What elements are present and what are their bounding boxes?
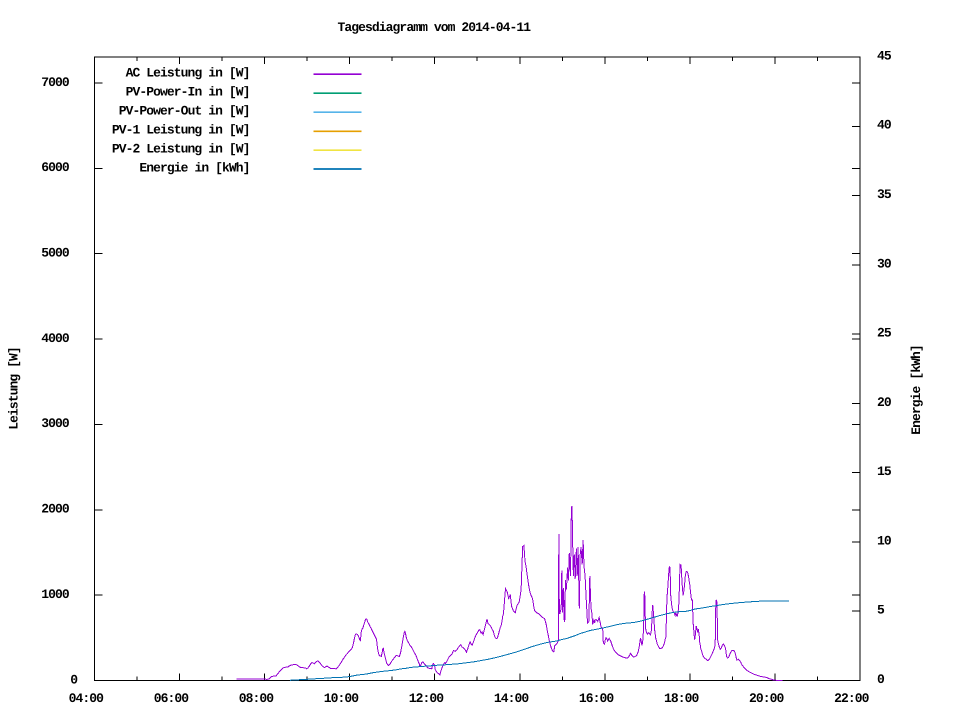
svg-text:0: 0 [877,672,885,687]
svg-text:12:00: 12:00 [409,691,445,706]
svg-text:Tagesdiagramm vom 2014-04-11: Tagesdiagramm vom 2014-04-11 [338,20,532,35]
svg-text:PV-Power-In in [W]: PV-Power-In in [W] [126,85,250,100]
svg-text:04:00: 04:00 [69,691,105,706]
svg-text:40: 40 [877,118,892,133]
svg-text:Leistung [W]: Leistung [W] [7,347,22,430]
svg-text:Energie [kWh]: Energie [kWh] [909,345,924,434]
svg-text:20:00: 20:00 [749,691,785,706]
svg-text:AC Leistung in [W]: AC Leistung in [W] [126,66,250,81]
svg-text:5000: 5000 [41,246,70,261]
svg-text:4000: 4000 [41,331,70,346]
svg-text:3000: 3000 [41,416,70,431]
svg-text:5: 5 [877,603,885,618]
svg-text:16:00: 16:00 [579,691,615,706]
svg-text:7000: 7000 [41,75,70,90]
svg-text:PV-Power-Out in [W]: PV-Power-Out in [W] [119,104,250,119]
svg-text:PV-2 Leistung in [W]: PV-2 Leistung in [W] [112,142,250,157]
svg-text:1000: 1000 [41,587,70,602]
svg-text:10:00: 10:00 [324,691,360,706]
svg-text:14:00: 14:00 [494,691,530,706]
svg-text:30: 30 [877,256,892,271]
svg-text:08:00: 08:00 [239,691,275,706]
svg-text:45: 45 [877,49,892,64]
svg-text:20: 20 [877,395,892,410]
svg-text:15: 15 [877,464,892,479]
svg-text:22:00: 22:00 [834,691,870,706]
svg-text:PV-1 Leistung in [W]: PV-1 Leistung in [W] [112,123,250,138]
svg-text:0: 0 [70,672,78,687]
svg-text:35: 35 [877,187,892,202]
svg-text:Energie in [kWh]: Energie in [kWh] [139,160,249,175]
svg-text:06:00: 06:00 [154,691,190,706]
svg-text:6000: 6000 [41,160,70,175]
svg-text:25: 25 [877,326,892,341]
svg-text:18:00: 18:00 [664,691,700,706]
svg-text:10: 10 [877,533,892,548]
svg-text:2000: 2000 [41,502,70,517]
